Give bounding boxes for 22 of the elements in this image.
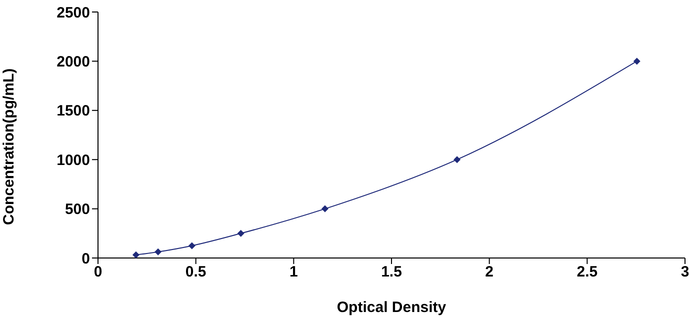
point bbox=[132, 251, 140, 258]
y-tick-label: 1000 bbox=[56, 152, 90, 169]
y-tick-label: 1500 bbox=[56, 102, 90, 120]
y-tick-label: 0 bbox=[82, 250, 90, 268]
y-tick-label: 2000 bbox=[56, 54, 90, 71]
x-axis-title: Optical Density bbox=[336, 299, 447, 316]
y-tick-label: 500 bbox=[64, 201, 90, 218]
point bbox=[188, 242, 196, 250]
point bbox=[154, 248, 162, 256]
x-tick-label: 1 bbox=[289, 264, 298, 281]
point bbox=[321, 205, 328, 212]
y-axis-title: Concentration(pg/mL) bbox=[0, 68, 18, 225]
x-tick-label: 2 bbox=[485, 264, 494, 281]
x-tick-label: 3 bbox=[680, 264, 690, 281]
x-tick-label: 0 bbox=[94, 264, 102, 281]
point bbox=[237, 230, 244, 237]
x-tick-label: 0.5 bbox=[185, 264, 206, 281]
point bbox=[633, 58, 640, 65]
point bbox=[454, 156, 461, 164]
y-tick-label: 2500 bbox=[56, 4, 90, 22]
x-tick-label: 2.5 bbox=[576, 264, 598, 281]
x-tick-label: 1.5 bbox=[381, 264, 402, 281]
